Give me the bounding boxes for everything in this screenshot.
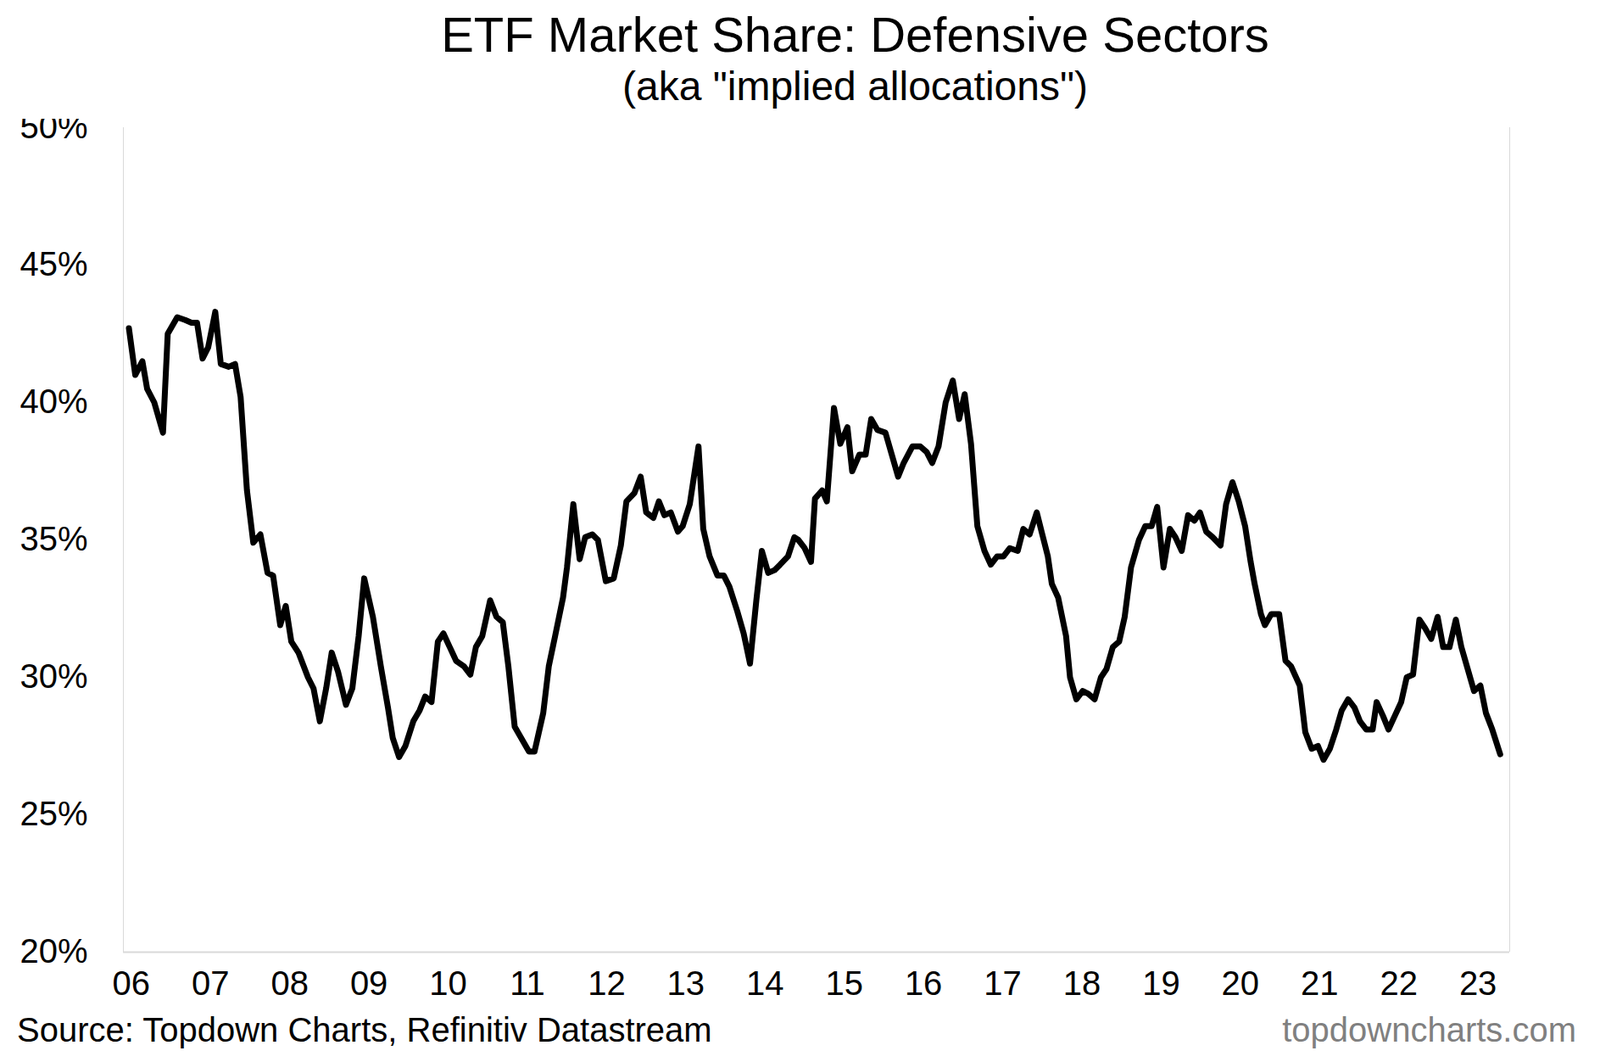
svg-text:06: 06 <box>112 964 151 1002</box>
svg-text:16: 16 <box>904 964 943 1002</box>
svg-text:20: 20 <box>1221 964 1260 1002</box>
svg-text:21: 21 <box>1300 964 1339 1002</box>
svg-text:09: 09 <box>350 964 389 1002</box>
svg-text:30%: 30% <box>19 657 88 695</box>
svg-text:35%: 35% <box>19 519 88 558</box>
svg-text:07: 07 <box>191 964 230 1002</box>
svg-text:08: 08 <box>270 964 309 1002</box>
svg-text:19: 19 <box>1142 964 1181 1002</box>
svg-text:20%: 20% <box>19 931 88 970</box>
svg-text:22: 22 <box>1379 964 1418 1002</box>
svg-text:14: 14 <box>746 964 785 1002</box>
svg-text:18: 18 <box>1063 964 1102 1002</box>
html-text:topdowncharts.com: topdowncharts.com <box>1282 1010 1577 1049</box>
html-text:Source: Topdown Charts, Refini: Source: Topdown Charts, Refinitiv Datast… <box>16 1010 712 1049</box>
svg-text:10: 10 <box>429 964 468 1002</box>
html-text:(aka "implied allocations"): (aka "implied allocations") <box>622 63 1088 109</box>
svg-text:25%: 25% <box>19 794 88 832</box>
svg-text:40%: 40% <box>19 382 88 420</box>
svg-text:23: 23 <box>1459 964 1498 1002</box>
svg-text:50%: 50% <box>19 118 88 145</box>
svg-text:13: 13 <box>667 964 706 1002</box>
svg-text:11: 11 <box>509 964 546 1002</box>
html-text:ETF Market Share: Defensive Se: ETF Market Share: Defensive Sectors <box>441 6 1270 62</box>
svg-text:45%: 45% <box>19 245 88 283</box>
svg-text:12: 12 <box>587 964 626 1002</box>
svg-text:15: 15 <box>825 964 864 1002</box>
svg-text:17: 17 <box>983 964 1022 1002</box>
